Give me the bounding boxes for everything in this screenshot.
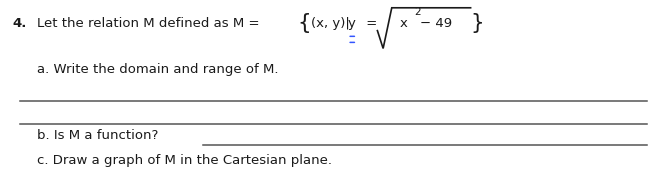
Text: 2: 2 — [414, 7, 421, 17]
Text: {: { — [297, 13, 311, 33]
Text: b. Is M a function?: b. Is M a function? — [37, 129, 158, 142]
Text: (x, y)|: (x, y)| — [311, 17, 349, 30]
Text: − 49: − 49 — [420, 17, 452, 30]
Text: }: } — [470, 13, 484, 33]
Text: y: y — [348, 17, 356, 30]
Text: =: = — [362, 17, 377, 30]
Text: c. Draw a graph of M in the Cartesian plane.: c. Draw a graph of M in the Cartesian pl… — [37, 154, 331, 167]
Text: 4.: 4. — [12, 17, 27, 30]
Text: Let the relation M defined as M =: Let the relation M defined as M = — [37, 17, 259, 30]
Text: x: x — [400, 17, 408, 30]
Text: a. Write the domain and range of M.: a. Write the domain and range of M. — [37, 63, 278, 76]
